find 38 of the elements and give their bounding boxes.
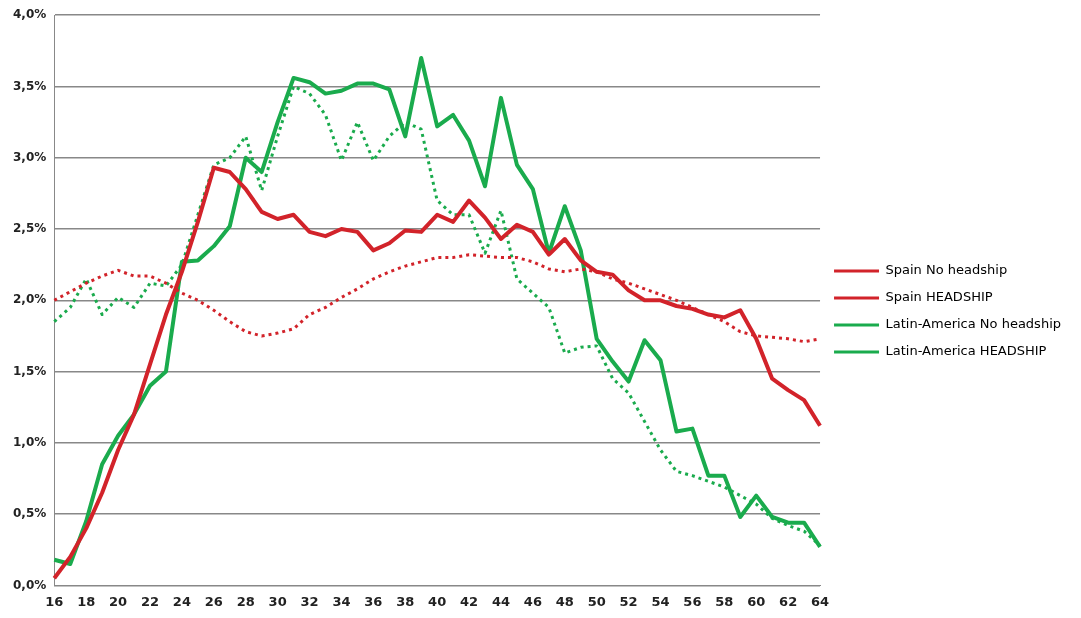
- x-tick-label: 32: [300, 593, 319, 609]
- legend-label: Latin-America No headship: [885, 316, 1062, 332]
- legend-label: Spain No headship: [885, 262, 1008, 278]
- x-tick-label: 50: [587, 593, 606, 609]
- x-tick-label: 24: [172, 593, 191, 609]
- legend-label: Latin-America HEADSHIP: [885, 343, 1047, 359]
- legend-label: Spain HEADSHIP: [885, 289, 993, 305]
- x-tick-label: 52: [619, 593, 638, 609]
- x-tick-label: 54: [651, 593, 670, 609]
- y-tick-label: 0,5%: [13, 506, 47, 521]
- x-tick-label: 34: [332, 593, 351, 609]
- y-tick-label: 3,0%: [13, 149, 47, 164]
- x-tick-label: 28: [236, 593, 255, 609]
- x-tick-label: 26: [204, 593, 223, 609]
- x-tick-label: 40: [428, 593, 447, 609]
- y-tick-label: 2,0%: [13, 292, 47, 307]
- x-tick-label: 18: [77, 593, 96, 609]
- x-tick-label: 30: [268, 593, 287, 609]
- x-tick-label: 38: [396, 593, 415, 609]
- x-tick-label: 46: [523, 593, 542, 609]
- x-tick-label: 44: [491, 593, 511, 609]
- y-tick-label: 0,0%: [13, 577, 47, 592]
- y-tick-label: 4,0%: [13, 7, 47, 22]
- x-tick-label: 60: [747, 593, 766, 609]
- x-tick-label: 42: [460, 593, 479, 609]
- x-tick-label: 58: [715, 593, 734, 609]
- x-tick-label: 64: [810, 593, 830, 609]
- y-tick-label: 1,0%: [13, 434, 47, 449]
- x-tick-label: 16: [45, 593, 64, 609]
- x-tick-label: 20: [109, 593, 128, 609]
- x-tick-label: 62: [779, 593, 798, 609]
- y-tick-label: 2,5%: [13, 221, 47, 236]
- y-tick-label: 3,5%: [13, 78, 47, 93]
- x-tick-label: 48: [555, 593, 574, 609]
- y-tick-label: 1,5%: [13, 363, 47, 378]
- x-tick-label: 36: [364, 593, 383, 609]
- x-tick-label: 22: [140, 593, 160, 609]
- x-tick-label: 56: [683, 593, 702, 609]
